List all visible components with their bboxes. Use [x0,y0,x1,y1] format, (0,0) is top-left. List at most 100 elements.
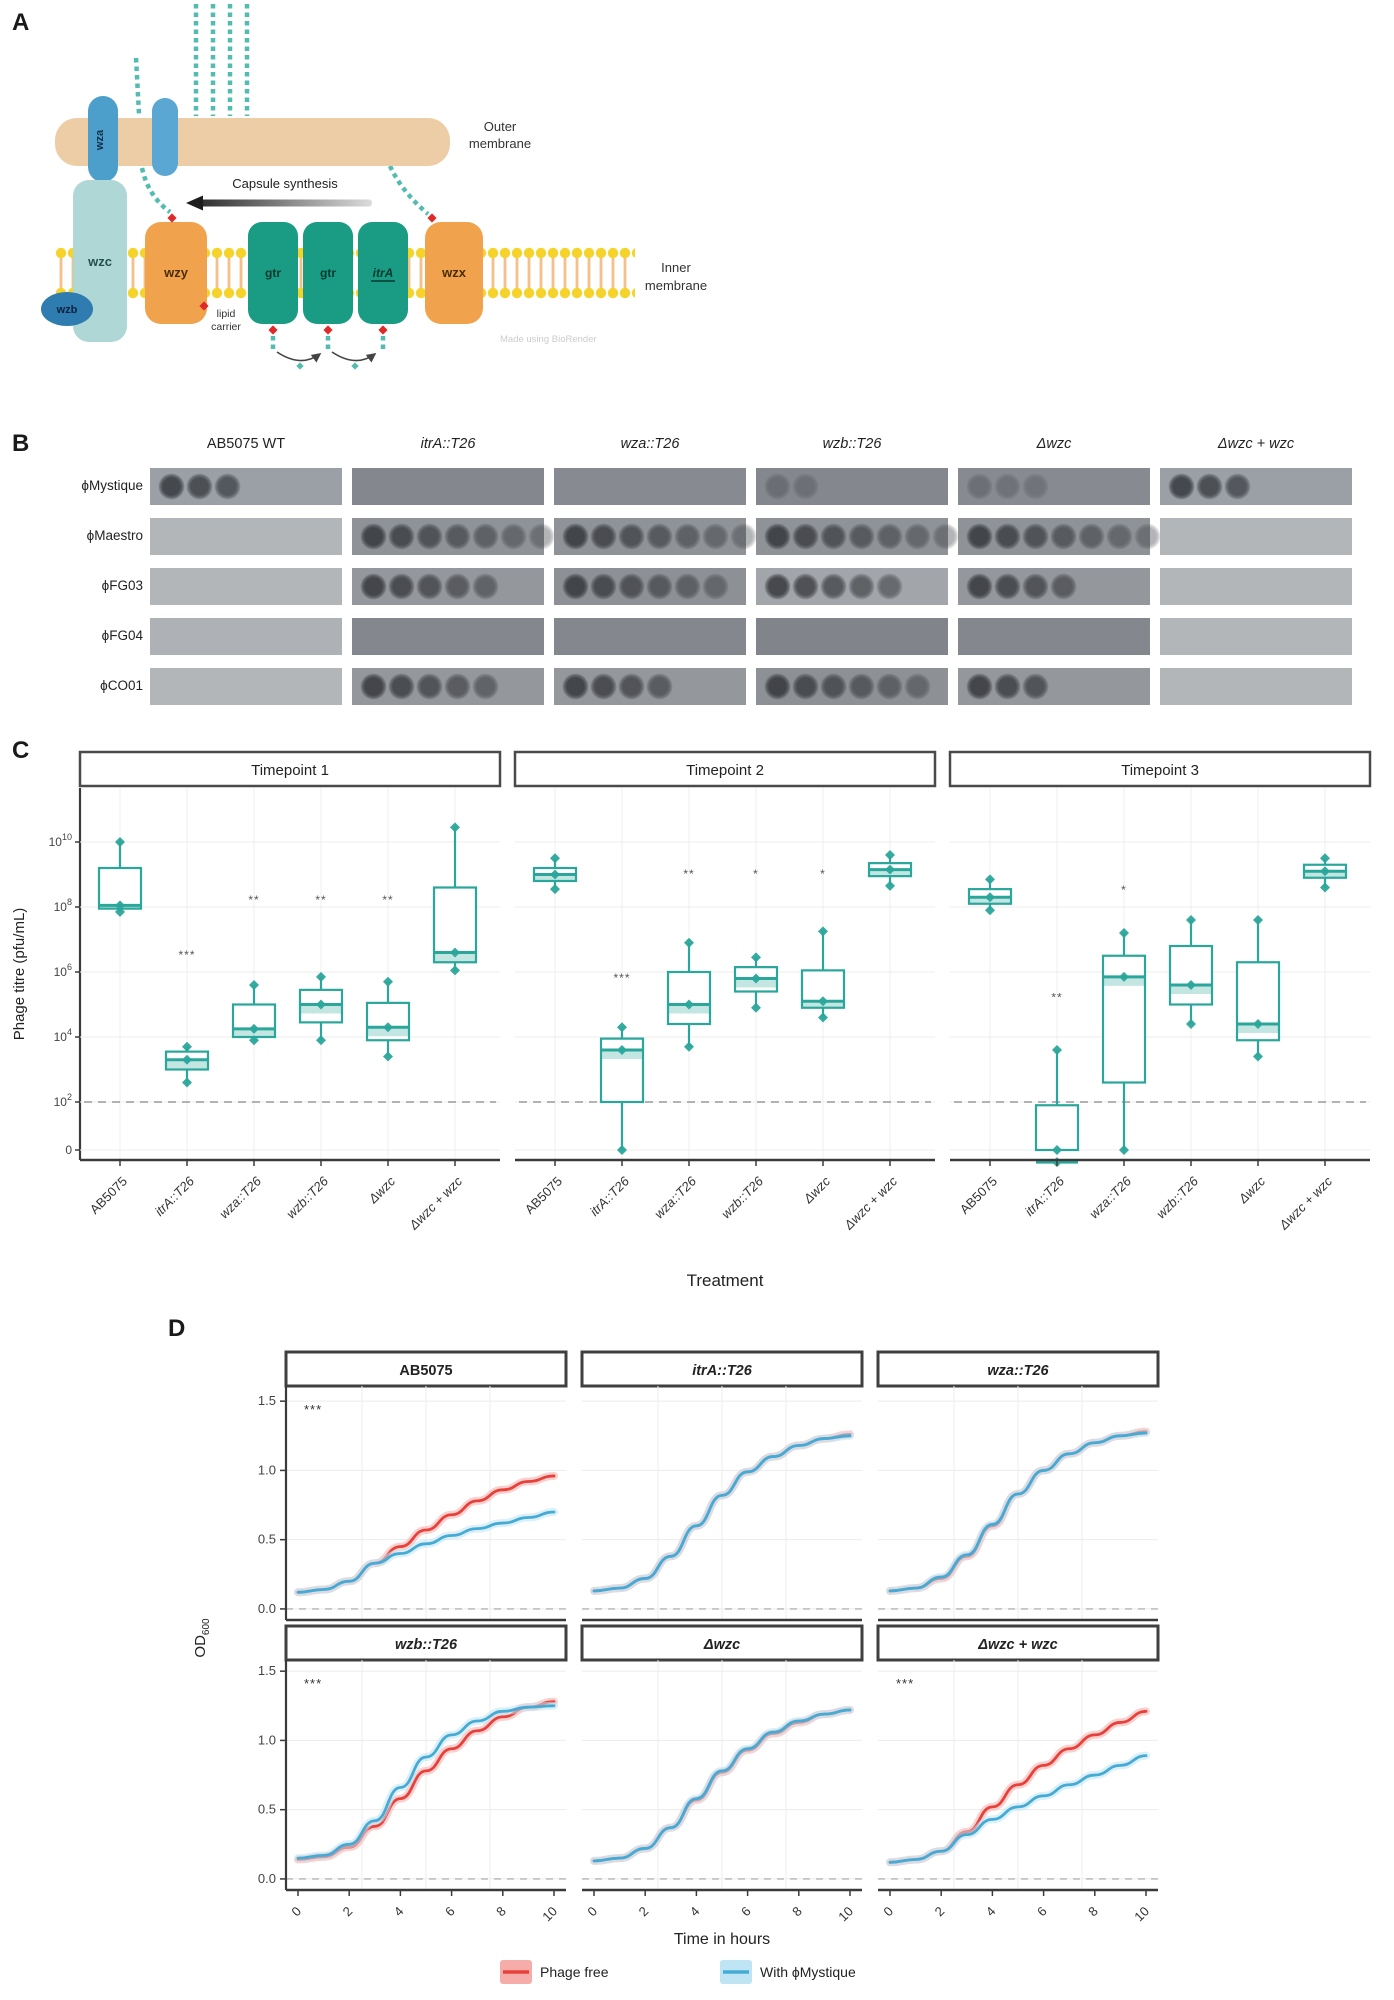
plaque-spot-icon [966,523,993,550]
box-Δwzc + wzc [1302,853,1348,893]
data-point-icon [684,937,694,948]
spot-assay-strip [958,518,1189,555]
plaque-spot-icon [904,673,931,700]
lipid-carrier-label-2: carrier [211,321,241,333]
significance-stars: *** [896,1676,914,1691]
plaque-spot-icon [1050,523,1077,550]
y-axis-tick: 1.5 [258,1393,276,1408]
outer-membrane-label: Outer [484,119,517,134]
plaque-spot-icon [416,523,443,550]
facet-strip-title: Δwzc [703,1637,740,1653]
phage-row-label: ϕFG04 [101,628,143,643]
phage-row-label: ϕMaestro [86,528,143,543]
significance-stars: ** [248,893,259,907]
y-axis-tick: 1.5 [258,1663,276,1678]
plaque-spot-icon [820,573,847,600]
significance-stars: *** [304,1402,322,1417]
inner-membrane-label-2: membrane [645,278,707,293]
facet-strip-title: wza::T26 [987,1363,1049,1379]
spot-assay-strip [1160,618,1352,655]
data-point-icon [1320,853,1330,864]
data-point-icon [985,905,995,916]
plaque-spot-icon [1050,573,1077,600]
protein-wzx [425,222,483,324]
plaque-spot-icon [820,673,847,700]
data-point-icon [450,822,460,833]
significance-stars: * [753,867,759,881]
protein-wza [88,96,118,182]
plaque-spot-icon [820,523,847,550]
plaque-spot-icon [444,573,471,600]
significance-stars: ** [382,893,393,907]
data-point-icon [550,853,560,864]
x-axis-category-label: Δwzc [1235,1173,1269,1207]
x-axis-category-label: Δwzc [365,1173,399,1207]
phage-row-label: ϕMystique [81,478,143,493]
box-Δwzc: * [800,867,846,1023]
spot-assay-strip [150,518,342,555]
spot-assay-strip [352,468,544,505]
data-point-icon [450,965,460,976]
growth-facet-wzb::T26: wzb::T26***0.0 0.5 1.0 1.50 2 4 6 8 10 [258,1624,568,1925]
box-wzb::T26 [1168,915,1214,1029]
box-Δwzc + wzc [432,822,478,976]
y-axis-tick: 0.5 [258,1802,276,1817]
y-axis-tick: 108 [54,897,72,914]
phage-row-label: ϕCO01 [100,678,143,693]
panel-d-label: D [168,1315,185,1342]
plaque-spot-icon [994,473,1021,500]
protein-wzb-label: wzb [56,304,78,316]
panel-c-label: C [12,737,29,764]
data-point-icon [885,850,895,860]
plaque-spot-icon [562,673,589,700]
data-point-icon [1186,915,1196,925]
spot-assay-strip [958,468,1150,505]
x-axis-tick: 6 [442,1904,458,1920]
spot-assay-strip [756,618,948,655]
plaque-spot-icon [702,523,729,550]
protein-gtr1-label: gtr [265,266,281,280]
plaque-spot-icon [674,523,701,550]
x-axis-tick: 4 [983,1904,999,1920]
spot-assay-strip [1160,668,1352,705]
data-point-icon [684,999,694,1010]
plaque-spot-icon [792,573,819,600]
growth-facet-Δwzc + wzc: Δwzc + wzc *** 0 2 4 6 8 10 [876,1624,1160,1924]
x-axis-category-label: itrA::T26 [587,1173,633,1219]
plaque-spot-icon [186,473,213,500]
x-axis-tick: 10 [835,1904,856,1925]
x-axis-tick: 8 [1085,1904,1101,1920]
x-axis-title: Time in hours [674,1931,770,1948]
significance-stars: ** [315,893,326,907]
x-axis-tick: 4 [391,1904,407,1920]
phage-row-label: ϕFG03 [101,578,143,593]
panel-a-diagram: A Outer membrane wza Capsule synthesis I [12,4,707,370]
plaque-spot-icon [904,523,931,550]
panel-b-spot-assays: B AB5075 WT itrA::T26 wza::T26 wzb::T26 Δwzc… [0,430,1394,725]
x-axis-category-label: itrA::T26 [152,1173,198,1219]
x-axis-tick: 4 [687,1904,703,1920]
x-axis-tick: 10 [539,1904,560,1925]
box-itrA::T26: *** [599,971,645,1155]
outer-membrane-label-2: membrane [469,136,531,151]
plaque-spot-icon [1022,673,1049,700]
y-axis-tick: 1.0 [258,1732,276,1747]
plaque-spot-icon [966,673,993,700]
strain-column-header: Δwzc + wzc [1217,436,1295,452]
spot-assay-strip [958,568,1150,605]
facet-strip-title: itrA::T26 [692,1363,753,1379]
plaque-spot-icon [472,573,499,600]
protein-wzc-label: wzc [87,254,112,269]
protein-wzy [145,222,207,324]
y-axis-tick: 104 [54,1027,72,1044]
significance-stars: *** [178,948,195,962]
box-Δwzc + wzc [867,850,913,891]
plaque-spot-icon [360,673,387,700]
plaque-spot-icon [158,473,185,500]
plaque-spot-icon [562,523,589,550]
data-point-icon [1320,866,1330,877]
boxplot-facet-2: Timepoint 2***** * *AB5075 itrA::T26 wza::T2… [513,750,937,1233]
y-axis-title: Phage titre (pfu/mL) [11,908,28,1041]
plaque-spot-icon [1022,573,1049,600]
growth-facet-wza::T26: wza::T26 [876,1350,1160,1622]
